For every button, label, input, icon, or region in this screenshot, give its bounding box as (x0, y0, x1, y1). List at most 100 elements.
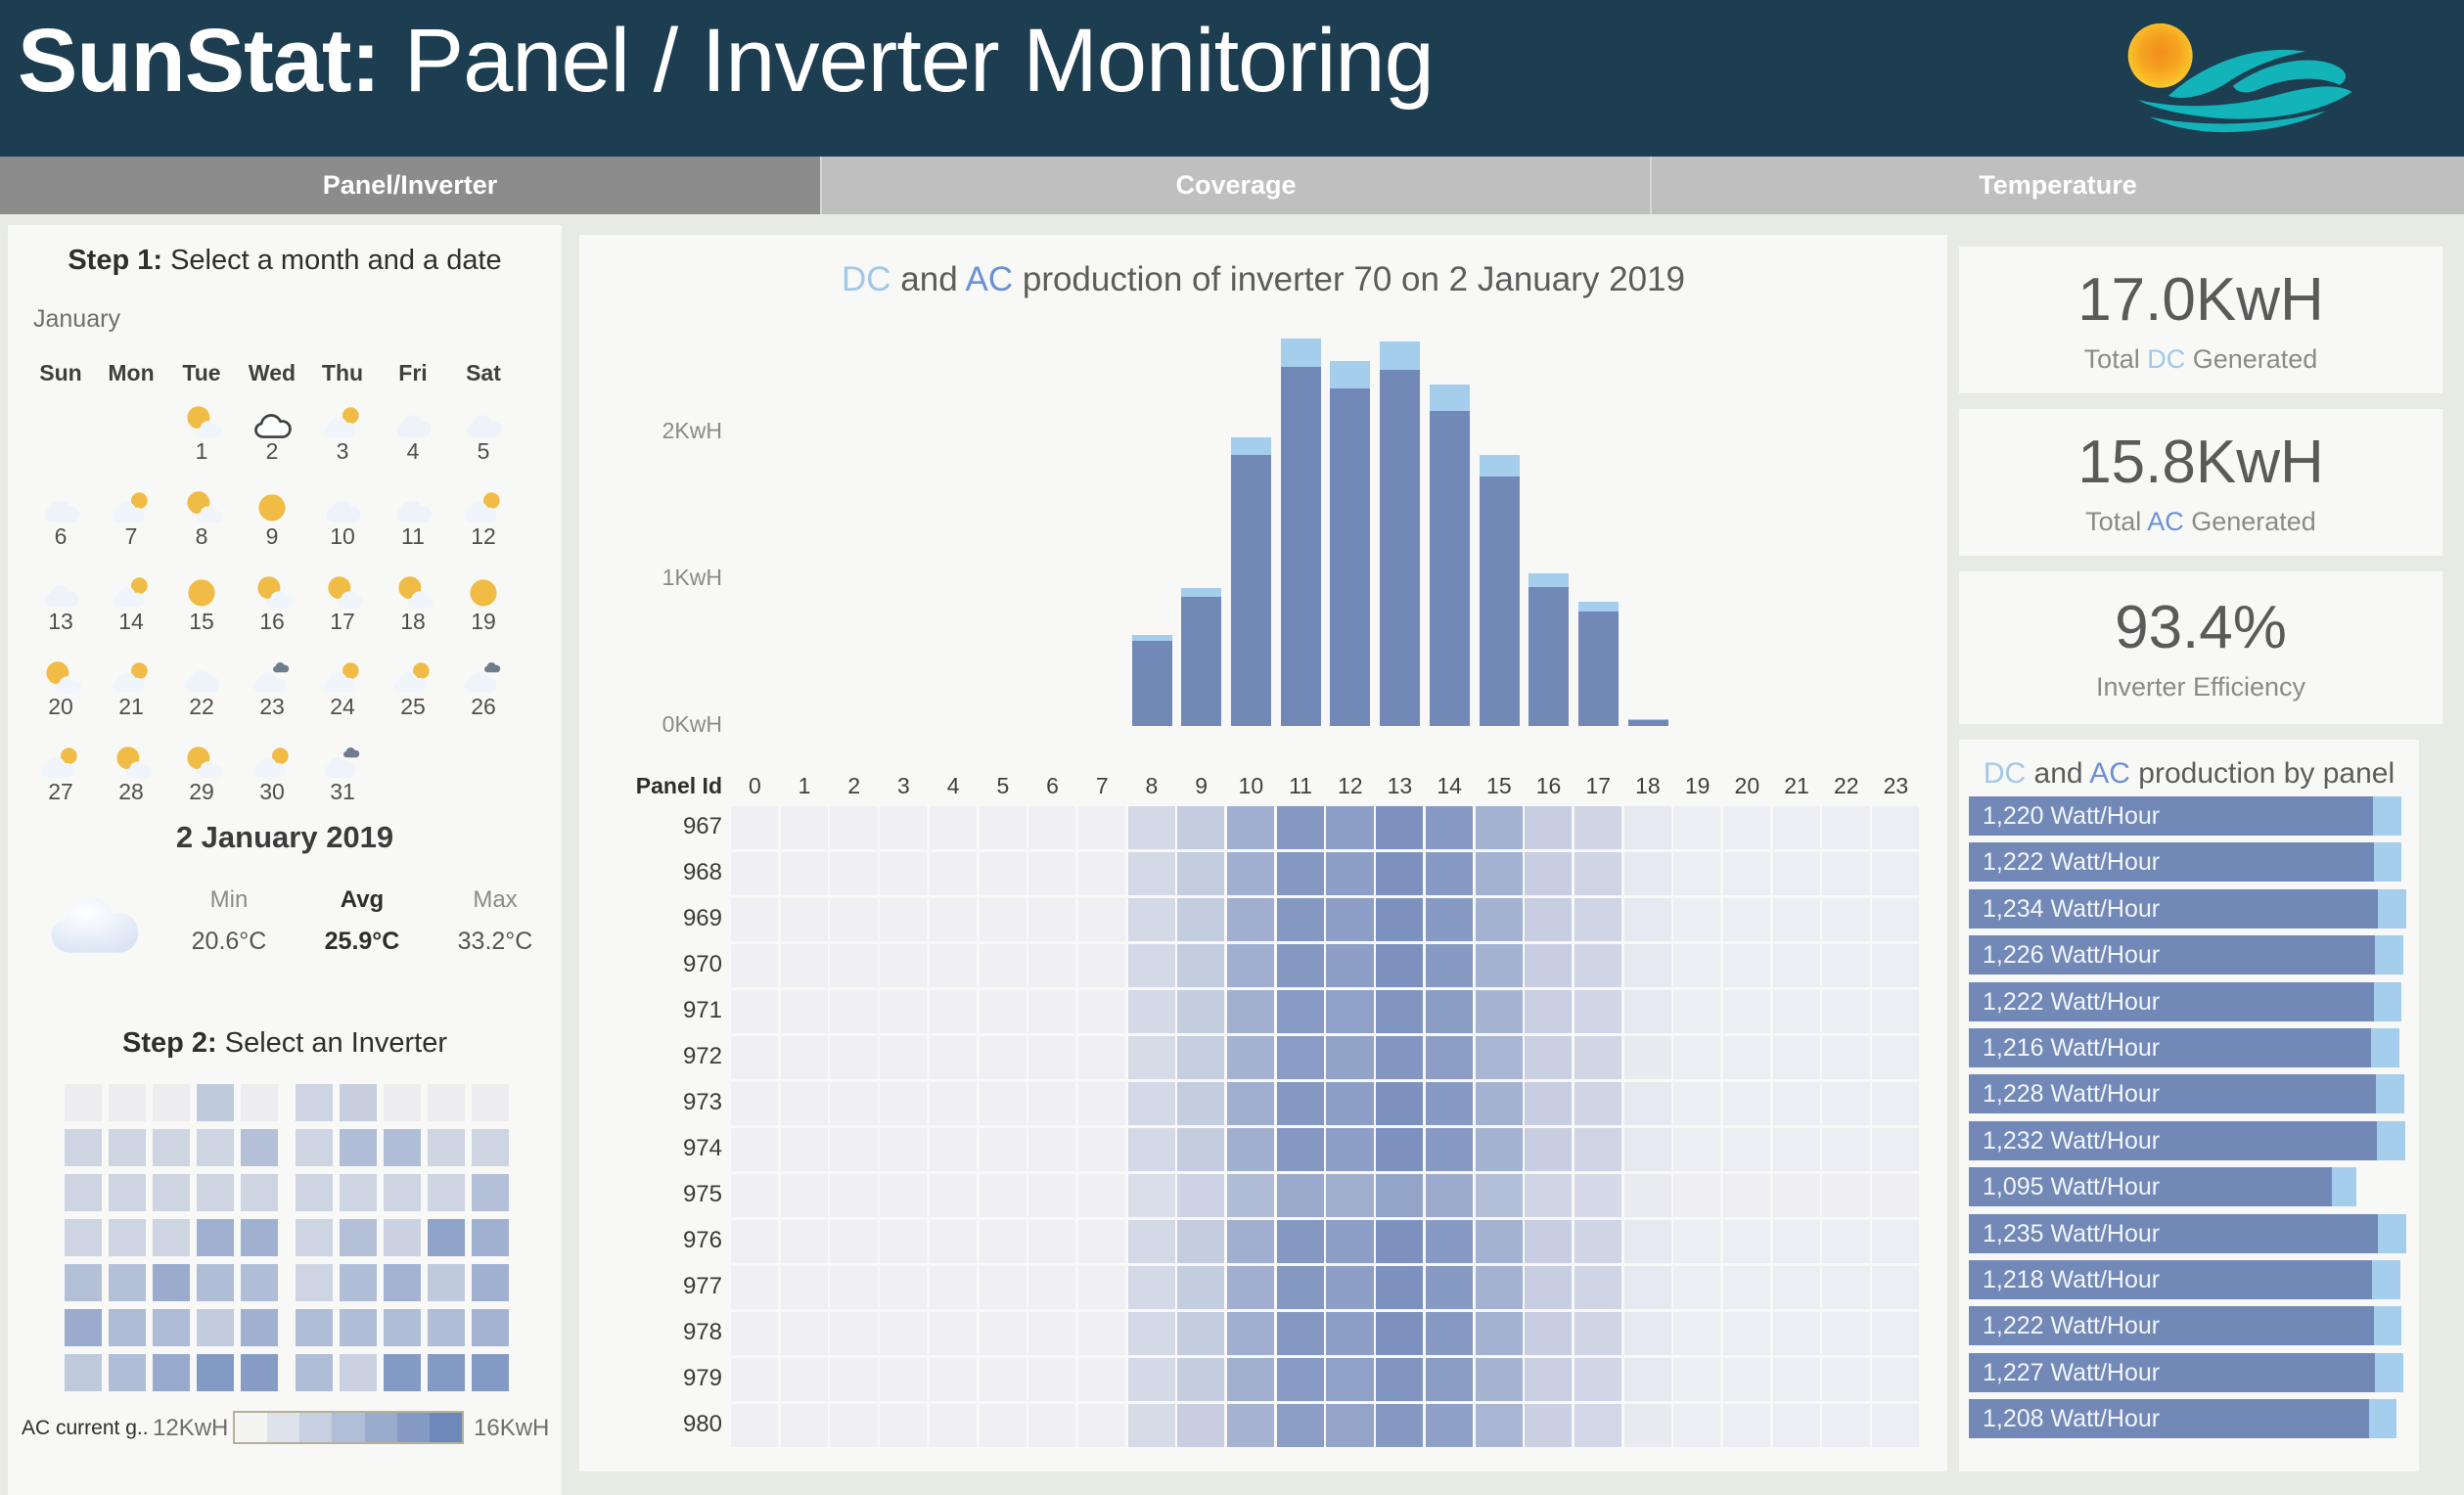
heatmap-cell-980-h16[interactable] (1525, 1404, 1573, 1447)
inverter-cell[interactable] (428, 1264, 465, 1301)
heatmap-cell-979-h0[interactable] (731, 1358, 779, 1401)
inverter-cell[interactable] (197, 1219, 234, 1256)
heatmap-cell-972-h23[interactable] (1872, 1036, 1920, 1079)
heatmap-cell-969-h2[interactable] (830, 898, 878, 941)
calendar-day-11[interactable]: 11 (378, 482, 448, 567)
heatmap-cell-970-h3[interactable] (880, 944, 928, 987)
heatmap-cell-971-h17[interactable] (1574, 990, 1622, 1033)
heatmap-cell-970-h23[interactable] (1872, 944, 1920, 987)
heatmap-cell-976-h16[interactable] (1525, 1220, 1573, 1263)
calendar-day-21[interactable]: 21 (96, 653, 166, 738)
heatmap-cell-976-h15[interactable] (1475, 1220, 1523, 1263)
heatmap-cell-967-h9[interactable] (1177, 806, 1225, 849)
heatmap-cell-972-h16[interactable] (1525, 1036, 1573, 1079)
panel-bar-row-974[interactable]: 1,232 Watt/Hour (1969, 1120, 2405, 1160)
heatmap-cell-976-h12[interactable] (1326, 1220, 1374, 1263)
heatmap-cell-969-h1[interactable] (780, 898, 828, 941)
inverter-cell[interactable] (197, 1354, 234, 1391)
heatmap-cell-969-h13[interactable] (1376, 898, 1424, 941)
ac-bar-hour-17[interactable] (1577, 612, 1619, 726)
heatmap-cell-976-h6[interactable] (1028, 1220, 1076, 1263)
panel-bar-row-973[interactable]: 1,228 Watt/Hour (1969, 1074, 2404, 1114)
inverter-cell[interactable] (340, 1264, 377, 1301)
heatmap-cell-968-h5[interactable] (979, 852, 1027, 895)
heatmap-cell-976-h21[interactable] (1772, 1220, 1820, 1263)
heatmap-cell-979-h5[interactable] (979, 1358, 1027, 1401)
heatmap-cell-969-h17[interactable] (1574, 898, 1622, 941)
heatmap-cell-972-h1[interactable] (780, 1036, 828, 1079)
heatmap-cell-968-h13[interactable] (1376, 852, 1424, 895)
inverter-cell[interactable] (153, 1084, 190, 1121)
heatmap-cell-975-h3[interactable] (880, 1174, 928, 1217)
heatmap-cell-970-h7[interactable] (1077, 944, 1126, 987)
heatmap-cell-970-h5[interactable] (979, 944, 1027, 987)
inverter-cell[interactable] (65, 1354, 102, 1391)
heatmap-cell-979-h12[interactable] (1326, 1358, 1374, 1401)
heatmap-cell-968-h10[interactable] (1227, 852, 1275, 895)
heatmap-cell-973-h7[interactable] (1077, 1082, 1126, 1125)
heatmap-cell-968-h12[interactable] (1326, 852, 1374, 895)
heatmap-cell-979-h20[interactable] (1723, 1358, 1771, 1401)
heatmap-cell-969-h21[interactable] (1772, 898, 1820, 941)
heatmap-cell-972-h14[interactable] (1425, 1036, 1473, 1079)
heatmap-cell-973-h9[interactable] (1177, 1082, 1225, 1125)
heatmap-cell-978-h1[interactable] (780, 1312, 828, 1355)
heatmap-cell-974-h19[interactable] (1673, 1128, 1721, 1171)
heatmap-cell-975-h23[interactable] (1872, 1174, 1920, 1217)
heatmap-cell-980-h0[interactable] (731, 1404, 779, 1447)
heatmap-cell-968-h19[interactable] (1673, 852, 1721, 895)
heatmap-cell-974-h8[interactable] (1127, 1128, 1175, 1171)
heatmap-cell-980-h15[interactable] (1475, 1404, 1523, 1447)
heatmap-cell-974-h23[interactable] (1872, 1128, 1920, 1171)
calendar-day-9[interactable]: 9 (237, 482, 307, 567)
inverter-cell[interactable] (241, 1084, 278, 1121)
heatmap-cell-971-h7[interactable] (1077, 990, 1126, 1033)
heatmap-cell-967-h12[interactable] (1326, 806, 1374, 849)
calendar-day-26[interactable]: 26 (448, 653, 519, 738)
heatmap-cell-972-h19[interactable] (1673, 1036, 1721, 1079)
heatmap-cell-969-h18[interactable] (1623, 898, 1671, 941)
ac-bar-hour-8[interactable] (1131, 641, 1172, 726)
heatmap-cell-974-h17[interactable] (1574, 1128, 1622, 1171)
heatmap-cell-976-h22[interactable] (1822, 1220, 1870, 1263)
heatmap-cell-978-h19[interactable] (1673, 1312, 1721, 1355)
heatmap-cell-974-h13[interactable] (1376, 1128, 1424, 1171)
heatmap-cell-979-h6[interactable] (1028, 1358, 1076, 1401)
heatmap-cell-972-h10[interactable] (1227, 1036, 1275, 1079)
heatmap-cell-980-h2[interactable] (830, 1404, 878, 1447)
heatmap-cell-971-h13[interactable] (1376, 990, 1424, 1033)
heatmap-cell-980-h11[interactable] (1276, 1404, 1324, 1447)
heatmap-cell-973-h8[interactable] (1127, 1082, 1175, 1125)
calendar-day-29[interactable]: 29 (166, 738, 237, 823)
heatmap-cell-974-h21[interactable] (1772, 1128, 1820, 1171)
calendar-day-14[interactable]: 14 (96, 567, 166, 653)
heatmap-cell-976-h9[interactable] (1177, 1220, 1225, 1263)
heatmap-cell-969-h7[interactable] (1077, 898, 1126, 941)
inverter-cell[interactable] (472, 1264, 509, 1301)
inverter-cell[interactable] (153, 1174, 190, 1211)
heatmap-cell-976-h20[interactable] (1723, 1220, 1771, 1263)
heatmap-cell-977-h6[interactable] (1028, 1266, 1076, 1309)
heatmap-cell-979-h15[interactable] (1475, 1358, 1523, 1401)
heatmap-cell-974-h6[interactable] (1028, 1128, 1076, 1171)
heatmap-cell-979-h22[interactable] (1822, 1358, 1870, 1401)
heatmap-cell-980-h23[interactable] (1872, 1404, 1920, 1447)
heatmap-cell-971-h2[interactable] (830, 990, 878, 1033)
heatmap-cell-972-h15[interactable] (1475, 1036, 1523, 1079)
heatmap-cell-968-h14[interactable] (1425, 852, 1473, 895)
heatmap-cell-973-h14[interactable] (1425, 1082, 1473, 1125)
heatmap-cell-970-h8[interactable] (1127, 944, 1175, 987)
heatmap-cell-978-h20[interactable] (1723, 1312, 1771, 1355)
heatmap-cell-978-h22[interactable] (1822, 1312, 1870, 1355)
heatmap-cell-971-h16[interactable] (1525, 990, 1573, 1033)
heatmap-cell-976-h2[interactable] (830, 1220, 878, 1263)
heatmap-cell-972-h21[interactable] (1772, 1036, 1820, 1079)
heatmap-cell-978-h8[interactable] (1127, 1312, 1175, 1355)
heatmap-cell-967-h7[interactable] (1077, 806, 1126, 849)
heatmap-cell-979-h3[interactable] (880, 1358, 928, 1401)
heatmap-cell-975-h22[interactable] (1822, 1174, 1870, 1217)
calendar-day-27[interactable]: 27 (25, 738, 96, 823)
heatmap-cell-980-h13[interactable] (1376, 1404, 1424, 1447)
tab-temperature[interactable]: Temperature (1652, 157, 2464, 214)
heatmap-cell-976-h19[interactable] (1673, 1220, 1721, 1263)
